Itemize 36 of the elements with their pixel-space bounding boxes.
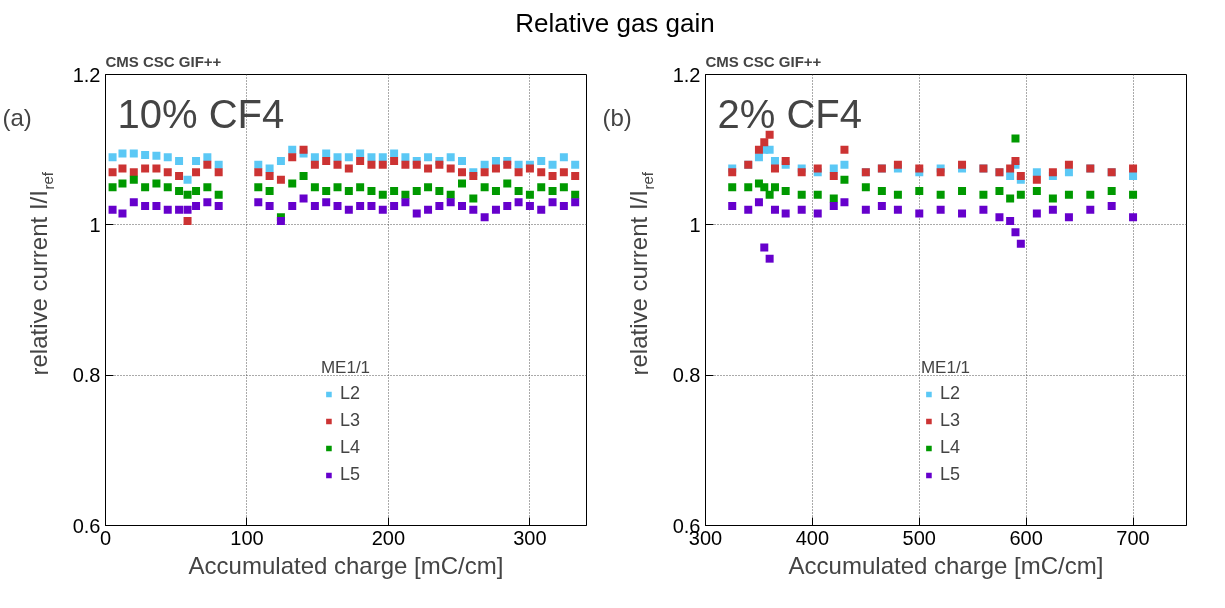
y-tick-label: 1.2: [672, 63, 701, 86]
x-tick-label: 600: [1009, 526, 1043, 549]
annotation: 10% CF4: [117, 91, 285, 136]
y-tick-label: 0.6: [72, 514, 101, 537]
legend-label: L4: [939, 437, 960, 458]
legend-title: ME1/1: [320, 358, 371, 378]
legend-label: L5: [339, 464, 360, 485]
x-axis-title: Accumulated charge [mC/cm]: [788, 551, 1104, 579]
x-tick-label: 0: [99, 526, 112, 549]
legend-title: ME1/1: [920, 358, 971, 378]
x-tick-label: 500: [902, 526, 936, 549]
text: (b): [602, 103, 632, 131]
legend-label: L3: [939, 410, 960, 431]
text: CMS CSC GIF++: [705, 52, 822, 70]
y-tick-label: 1.2: [72, 63, 101, 86]
y-axis-title: relative current I/Iref: [25, 171, 57, 376]
x-axis-title: Accumulated charge [mC/cm]: [188, 551, 504, 579]
y-axis-title: relative current I/Iref: [625, 171, 657, 376]
y-tick-label: 1: [89, 213, 101, 236]
legend-label: L4: [339, 437, 360, 458]
y-tick-label: 0.8: [672, 364, 701, 387]
text: CMS CSC GIF++: [105, 52, 222, 70]
x-tick-label: 400: [795, 526, 830, 549]
y-tick-label: 1: [689, 213, 701, 236]
x-tick-label: 700: [1116, 526, 1150, 549]
annotation: 2% CF4: [717, 91, 862, 136]
legend-label: L3: [339, 410, 360, 431]
chart-title: Relative gas gain: [515, 7, 715, 40]
x-tick-label: 100: [230, 526, 264, 549]
legend-label: L2: [939, 383, 960, 404]
legend-label: L5: [939, 464, 960, 485]
x-tick-label: 300: [513, 526, 547, 549]
text: (a): [2, 103, 32, 131]
legend-label: L2: [339, 383, 360, 404]
x-tick-label: 200: [371, 526, 406, 549]
y-tick-label: 0.8: [72, 364, 101, 387]
